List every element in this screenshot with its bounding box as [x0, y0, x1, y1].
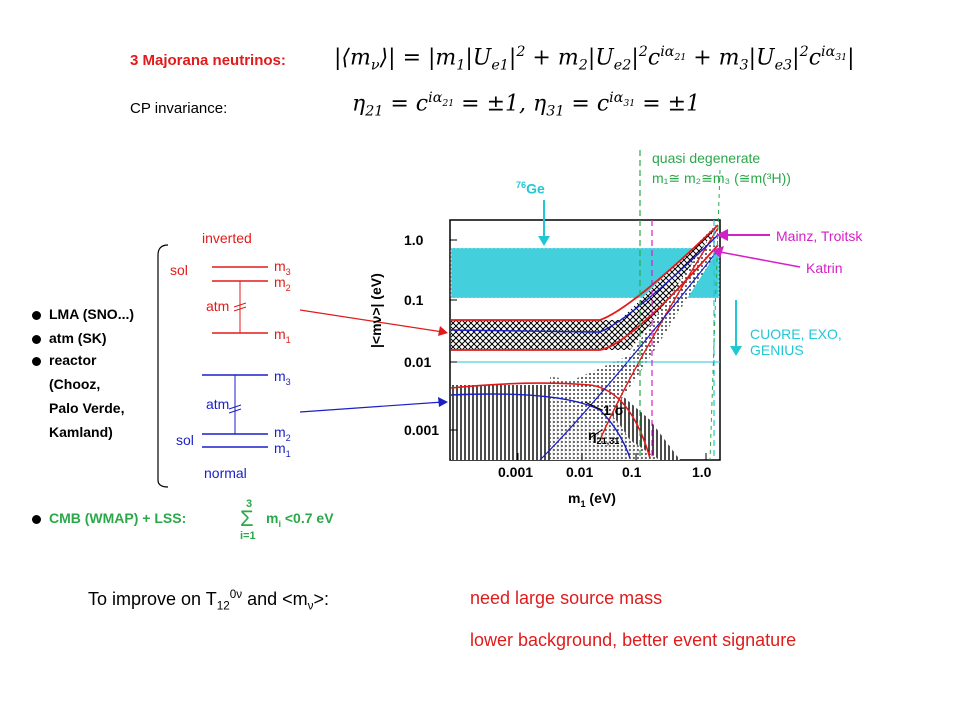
mass-plot	[300, 150, 801, 461]
normal-atm-label: atm	[206, 396, 230, 412]
sum-upper: 3	[246, 498, 253, 510]
mass-formula: |⟨mν⟩| = |m1|Ue1|2 + m2|Ue2|2ciα21 + m3|…	[334, 44, 855, 74]
majorana-label: 3 Majorana neutrinos:	[130, 52, 286, 69]
bullet-cmb: CMB (WMAP) + LSS:	[32, 510, 186, 526]
katrin-label: Katrin	[806, 260, 843, 276]
y-tick-0-1: 0.1	[404, 292, 424, 308]
eta-label: η21,31	[588, 427, 620, 446]
x-tick-0-001: 0.001	[498, 464, 534, 480]
bullet-lma: LMA (SNO...)	[32, 306, 134, 322]
normal-label: normal	[204, 465, 247, 481]
improve-statement: To improve on T120ν and <mν>:	[88, 588, 330, 613]
cp-formula: η21 = ciα21 = ±1, η31 = ciα31 = ±1	[352, 90, 701, 120]
y-tick-0-01: 0.01	[404, 354, 432, 370]
bullet-dot	[32, 356, 41, 366]
quasi-degenerate-formula: m₁≅ m₂≅m₃ (≅m(³H))	[652, 170, 791, 186]
inverted-m1-label: m1	[274, 326, 291, 345]
x-tick-1-0: 1.0	[692, 464, 712, 480]
lower-background: lower background, better event signature	[470, 630, 797, 650]
need-source-mass: need large source mass	[470, 588, 663, 608]
inverted-m2-label: m2	[274, 274, 291, 293]
bullet-dot	[32, 310, 41, 320]
cuore-label: CUORE, EXO,	[750, 326, 842, 342]
cp-label: CP invariance:	[130, 100, 228, 117]
y-axis-label: |<mν>| (eV)	[368, 273, 384, 348]
inverted-atm-label: atm	[206, 298, 230, 314]
sum-expression: mi <0.7 eV	[266, 510, 334, 529]
quasi-degenerate-title: quasi degenerate	[652, 150, 761, 166]
sum-symbol: Σ	[240, 506, 254, 531]
bullet-dot	[32, 334, 41, 344]
normal-m1-label: m1	[274, 440, 291, 459]
inverted-label: inverted	[202, 230, 252, 246]
bullet-reactor: reactor	[32, 352, 96, 368]
x-axis-label: m1 (eV)	[568, 490, 616, 509]
x-tick-0-01: 0.01	[566, 464, 594, 480]
y-tick-0-001: 0.001	[404, 422, 440, 438]
mainz-troitsk-label: Mainz, Troitsk	[776, 228, 863, 244]
normal-m3-label: m3	[274, 368, 291, 387]
inverted-m3-label: m3	[274, 258, 291, 277]
x-tick-0-1: 0.1	[622, 464, 642, 480]
sigma-label: 1 σ	[603, 402, 625, 418]
degenerate-band	[550, 225, 718, 430]
normal-sol-label: sol	[176, 432, 194, 448]
ge76-label: 76Ge	[516, 180, 545, 197]
genius-label: GENIUS	[750, 342, 804, 358]
bullet-reactor-kamland: Kamland)	[49, 424, 113, 440]
inverted-hierarchy-band	[451, 225, 716, 350]
bullet-atm: atm (SK)	[32, 330, 107, 346]
inverted-sol-label: sol	[170, 262, 188, 278]
y-tick-1: 1.0	[404, 232, 424, 248]
bullet-reactor-paloverde: Palo Verde,	[49, 400, 125, 416]
bullet-dot	[32, 514, 41, 524]
hierarchy-diagram	[157, 244, 268, 488]
sum-lower: i=1	[240, 530, 256, 542]
normal-m2-label: m2	[274, 424, 291, 443]
bullet-reactor-chooz: (Chooz,	[49, 376, 101, 392]
